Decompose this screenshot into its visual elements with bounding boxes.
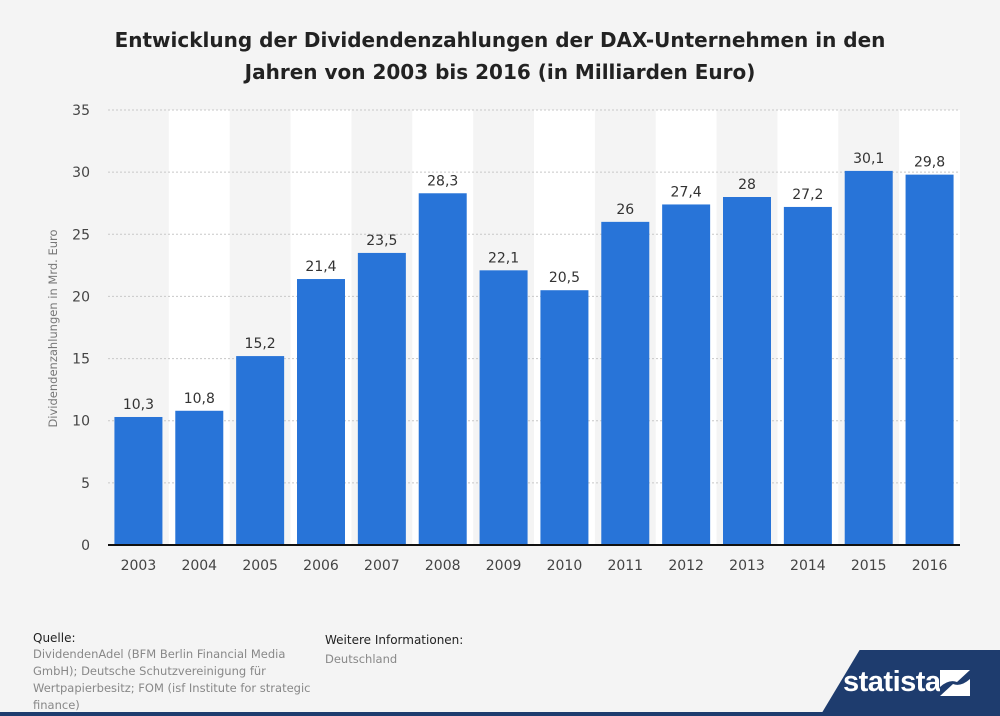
y-axis-title: Dividendenzahlungen in Mrd. Euro [46, 229, 60, 427]
bar [601, 221, 650, 545]
data-label: 21,4 [305, 259, 336, 275]
data-label: 20,5 [549, 270, 580, 286]
source-line: Wertpapierbesitz; FOM (isf Institute for… [33, 681, 311, 695]
x-tick-label: 2012 [668, 558, 704, 574]
chart-title-line-2: Jahren von 2003 bis 2016 (in Milliarden … [244, 60, 756, 84]
x-tick-label: 2010 [547, 558, 583, 574]
chart-title: Entwicklung der Dividendenzahlungen der … [60, 24, 940, 88]
x-tick-label: 2008 [425, 558, 461, 574]
data-label: 28,3 [427, 173, 458, 189]
bar [479, 270, 528, 545]
data-label: 27,4 [671, 184, 702, 200]
bar [662, 204, 711, 545]
source-line: finance) [33, 698, 80, 712]
bar [297, 279, 345, 545]
x-tick-label: 2007 [364, 558, 400, 574]
y-tick-label: 0 [81, 538, 90, 554]
x-tick-label: 2015 [851, 558, 887, 574]
x-tick-label: 2011 [607, 558, 643, 574]
bar-chart: 0 5 10 15 20 25 30 35 Dividendenzahlungen in Mrd… [46, 103, 960, 574]
data-label: 27,2 [792, 187, 823, 203]
bar [723, 197, 771, 545]
source-line: GmbH); Deutsche Schutzvereinigung für [33, 664, 266, 678]
x-tick-label: 2013 [729, 558, 765, 574]
bar [540, 290, 589, 545]
info-block: Weitere Informationen: Deutschland [325, 632, 575, 668]
x-tick-label: 2004 [181, 558, 217, 574]
bar [905, 174, 954, 545]
data-label: 23,5 [366, 233, 397, 249]
info-text[interactable]: Deutschland [325, 652, 398, 666]
bar [844, 170, 893, 545]
statista-logo-icon [940, 670, 970, 696]
y-tick-label: 15 [72, 352, 90, 368]
bar [175, 410, 224, 545]
x-tick-label: 2006 [303, 558, 339, 574]
chart-title-line-1: Entwicklung der Dividendenzahlungen der … [114, 28, 886, 52]
y-tick-label: 20 [72, 289, 90, 305]
data-label: 10,8 [184, 391, 215, 407]
source-block: Quelle: DividendenAdel (BFM Berlin Finan… [33, 630, 318, 714]
x-tick-label: 2005 [242, 558, 278, 574]
statista-logo[interactable]: statista [843, 666, 941, 698]
x-tick-label: 2003 [121, 558, 157, 574]
y-tick-label: 35 [72, 103, 90, 119]
data-label: 30,1 [853, 151, 884, 167]
x-tick-label: 2014 [790, 558, 826, 574]
x-tick-label: 2009 [486, 558, 522, 574]
info-label: Weitere Informationen: [325, 633, 464, 647]
data-label: 15,2 [245, 336, 276, 352]
source-label: Quelle: [33, 631, 76, 645]
source-line: DividendenAdel (BFM Berlin Financial Med… [33, 647, 286, 661]
bottom-strip [0, 712, 1000, 716]
data-label: 26 [616, 202, 634, 218]
bar [357, 252, 406, 545]
bar [783, 206, 832, 545]
data-label: 29,8 [914, 155, 945, 171]
bar [236, 356, 285, 545]
y-tick-label: 30 [72, 165, 90, 181]
y-tick-label: 10 [72, 414, 90, 430]
y-tick-label: 5 [81, 476, 90, 492]
x-tick-label: 2016 [912, 558, 948, 574]
bar [114, 416, 163, 545]
data-label: 10,3 [123, 397, 154, 413]
y-tick-label: 25 [72, 227, 90, 243]
data-label: 22,1 [488, 250, 519, 266]
bar [418, 193, 467, 545]
data-label: 28 [738, 177, 756, 193]
source-text: DividendenAdel (BFM Berlin Financial Med… [33, 646, 318, 714]
